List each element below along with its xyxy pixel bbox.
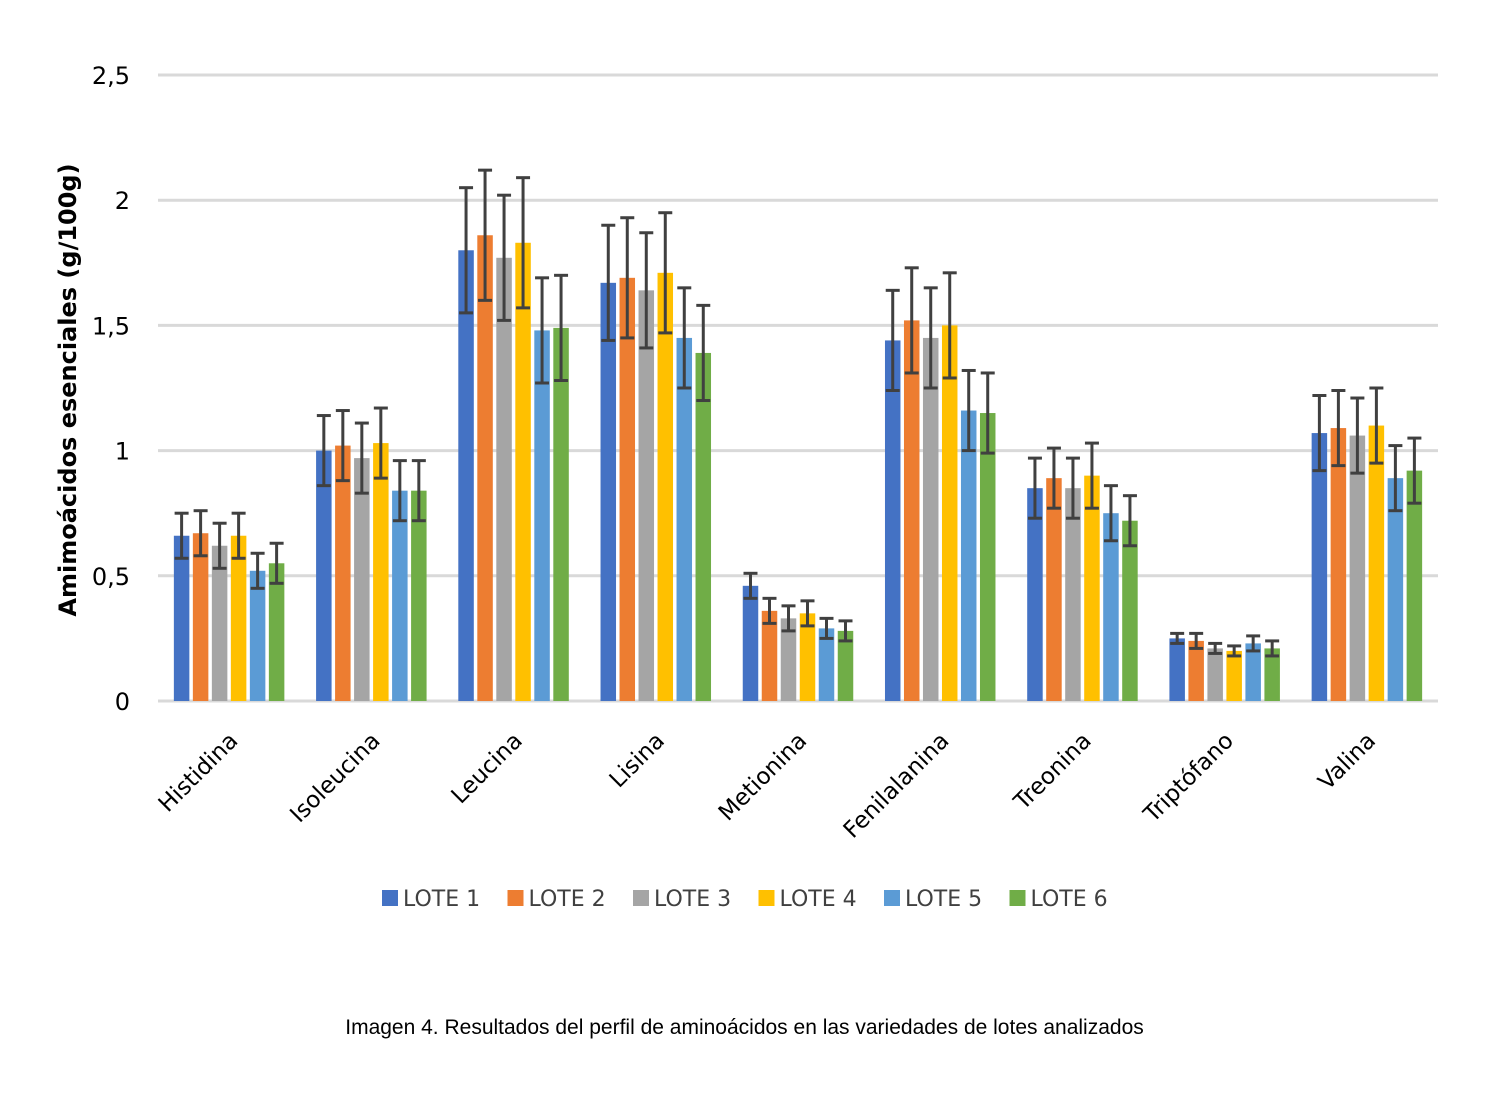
bar [979,413,996,701]
bar [837,630,854,701]
bar [392,490,408,701]
bar [553,327,569,701]
bar [354,458,370,701]
bar [515,242,531,701]
bar [761,610,778,701]
bar [1368,425,1385,701]
legend-swatch [1009,890,1026,906]
bar [173,535,190,701]
y-tick-label: 0 [115,688,130,716]
legend-label: LOTE 1 [403,887,480,912]
legend-label: LOTE 2 [529,887,606,912]
bar [477,235,493,702]
bar [1027,488,1043,701]
legend-label: LOTE 5 [905,887,982,912]
bar [1226,650,1242,701]
legend-swatch [633,890,649,906]
bar [1188,640,1204,701]
bar [922,337,939,701]
bar [818,628,835,701]
bar [619,277,636,701]
bar [657,272,674,701]
x-axis-categories: Histidina Isoleucina Leucina Lisina Metionin… [154,728,1381,844]
x-tick-label: Lisina [605,728,670,793]
gridlines [158,73,1438,703]
bar [960,410,977,701]
x-tick-label: Leucina [447,728,528,809]
bar [411,490,427,701]
bar [230,535,247,701]
bar [884,340,901,701]
bar [1264,648,1280,701]
bar [1330,428,1347,701]
bar [695,352,712,701]
bar [534,330,550,701]
legend-label: LOTE 6 [1031,887,1108,912]
bar [1169,638,1185,701]
bar [600,282,617,701]
y-axis-label: Amimoácidos esenciales (g/100g) [54,163,82,616]
bar [1122,520,1138,701]
bar [1387,478,1404,701]
bar [1245,643,1261,701]
bar [1311,433,1328,701]
bar [676,337,693,701]
legend: LOTE 1 LOTE 2 LOTE 3 LOTE 4 LOTE 5 LOTE 6 [382,887,1108,912]
y-tick-label: 0,5 [92,563,130,591]
y-tick-label: 1 [115,438,130,466]
x-tick-label: Treonina [1009,728,1097,816]
y-tick-label: 1,5 [92,312,130,340]
legend-label: LOTE 4 [780,887,857,912]
bar [458,250,474,701]
legend-swatch [382,890,398,906]
bar [1084,475,1100,701]
y-axis-ticks: 0 0,5 1 1,5 2 2,5 [92,62,130,716]
bar [192,533,209,701]
bar [1207,648,1223,701]
x-tick-label: Valina [1314,728,1382,796]
x-tick-label: Triptófano [1138,728,1238,828]
bar [941,325,958,701]
bar [799,613,816,701]
figure-caption: Imagen 4. Resultados del perfil de amino… [345,1016,1144,1039]
y-tick-label: 2 [115,187,130,215]
legend-swatch [507,890,524,906]
bar [742,585,759,701]
x-tick-label: Histidina [154,728,244,818]
bar [903,320,920,701]
legend-swatch [758,890,775,906]
bar [1046,478,1062,701]
legend-swatch [884,890,900,906]
y-tick-label: 2,5 [92,62,130,90]
bar [373,443,389,701]
bar [335,445,351,701]
bars [173,235,1423,702]
x-tick-label: Isoleucina [285,728,385,828]
legend-label: LOTE 3 [654,887,731,912]
bar [268,563,285,701]
bar [496,257,512,701]
error-bars [174,168,1422,658]
bar [780,618,797,701]
bar [638,290,655,701]
chart: 0 0,5 1 1,5 2 2,5 Histidina Isoleucina Leucina L… [54,62,1438,912]
x-tick-label: Metionina [714,728,812,826]
bar [211,545,228,701]
bar [249,570,266,701]
bar [1065,488,1081,701]
bar [1349,435,1366,701]
bar [1103,513,1119,701]
bar [316,450,332,701]
bar [1406,470,1423,701]
x-tick-label: Fenilalanina [839,728,955,844]
